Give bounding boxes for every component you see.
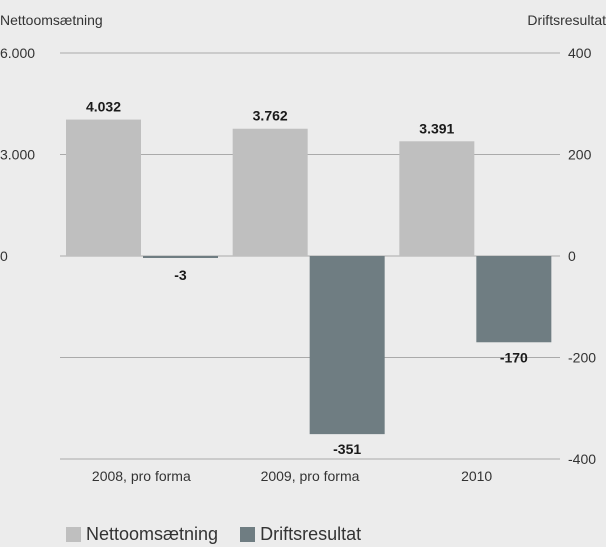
data-label: -3 bbox=[174, 267, 187, 283]
right-tick-label: -200 bbox=[568, 350, 596, 366]
data-label: 4.032 bbox=[86, 99, 121, 115]
left-tick-label: 6.000 bbox=[0, 45, 35, 61]
left-tick-label: 0 bbox=[0, 248, 8, 264]
bar bbox=[476, 256, 552, 343]
bar bbox=[143, 256, 218, 258]
bar bbox=[232, 128, 308, 256]
right-tick-label: -400 bbox=[568, 451, 596, 467]
right-tick-label: 0 bbox=[568, 248, 576, 264]
legend-label-nettoomsaetning: Nettoomsætning bbox=[86, 524, 219, 544]
data-label: -351 bbox=[333, 441, 361, 457]
bar bbox=[399, 141, 475, 256]
labels-layer: 400 200 0 -200 -400 6.000 3.000 0 2008, pro form… bbox=[0, 45, 596, 484]
left-tick-label: 3.000 bbox=[0, 147, 35, 163]
right-tick-label: 200 bbox=[568, 147, 592, 163]
legend-label-driftsresultat: Driftsresultat bbox=[260, 524, 362, 544]
legend-item-driftsresultat: Driftsresultat bbox=[240, 524, 361, 545]
x-tick-label: 2009, pro forma bbox=[261, 468, 360, 484]
legend-item-nettoomsaetning: Nettoomsætning bbox=[66, 524, 218, 545]
x-tick-label: 2010 bbox=[461, 468, 492, 484]
left-axis-title: Nettoomsætning bbox=[0, 12, 103, 28]
right-axis-title: Driftsresultat bbox=[527, 12, 606, 28]
data-label: 3.762 bbox=[253, 108, 288, 124]
legend-swatch-driftsresultat bbox=[240, 527, 256, 542]
x-tick-label: 2008, pro forma bbox=[92, 468, 191, 484]
legend: Nettoomsætning Driftsresultat bbox=[66, 524, 383, 545]
bar bbox=[309, 256, 385, 435]
data-label: -170 bbox=[500, 349, 528, 365]
data-label: 3.391 bbox=[419, 120, 454, 136]
right-tick-label: 400 bbox=[568, 45, 592, 61]
bar bbox=[66, 119, 141, 256]
bars-layer bbox=[66, 119, 552, 435]
legend-swatch-nettoomsaetning bbox=[66, 527, 81, 542]
